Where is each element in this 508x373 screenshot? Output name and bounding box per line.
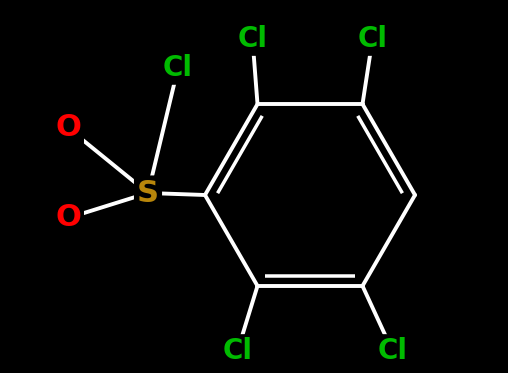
Text: O: O	[55, 204, 81, 232]
Text: Cl: Cl	[238, 25, 268, 53]
Text: O: O	[55, 113, 81, 142]
Text: Cl: Cl	[223, 337, 252, 365]
Text: Cl: Cl	[358, 25, 388, 53]
Text: Cl: Cl	[377, 337, 407, 365]
Text: S: S	[137, 179, 159, 207]
Text: Cl: Cl	[163, 54, 193, 82]
